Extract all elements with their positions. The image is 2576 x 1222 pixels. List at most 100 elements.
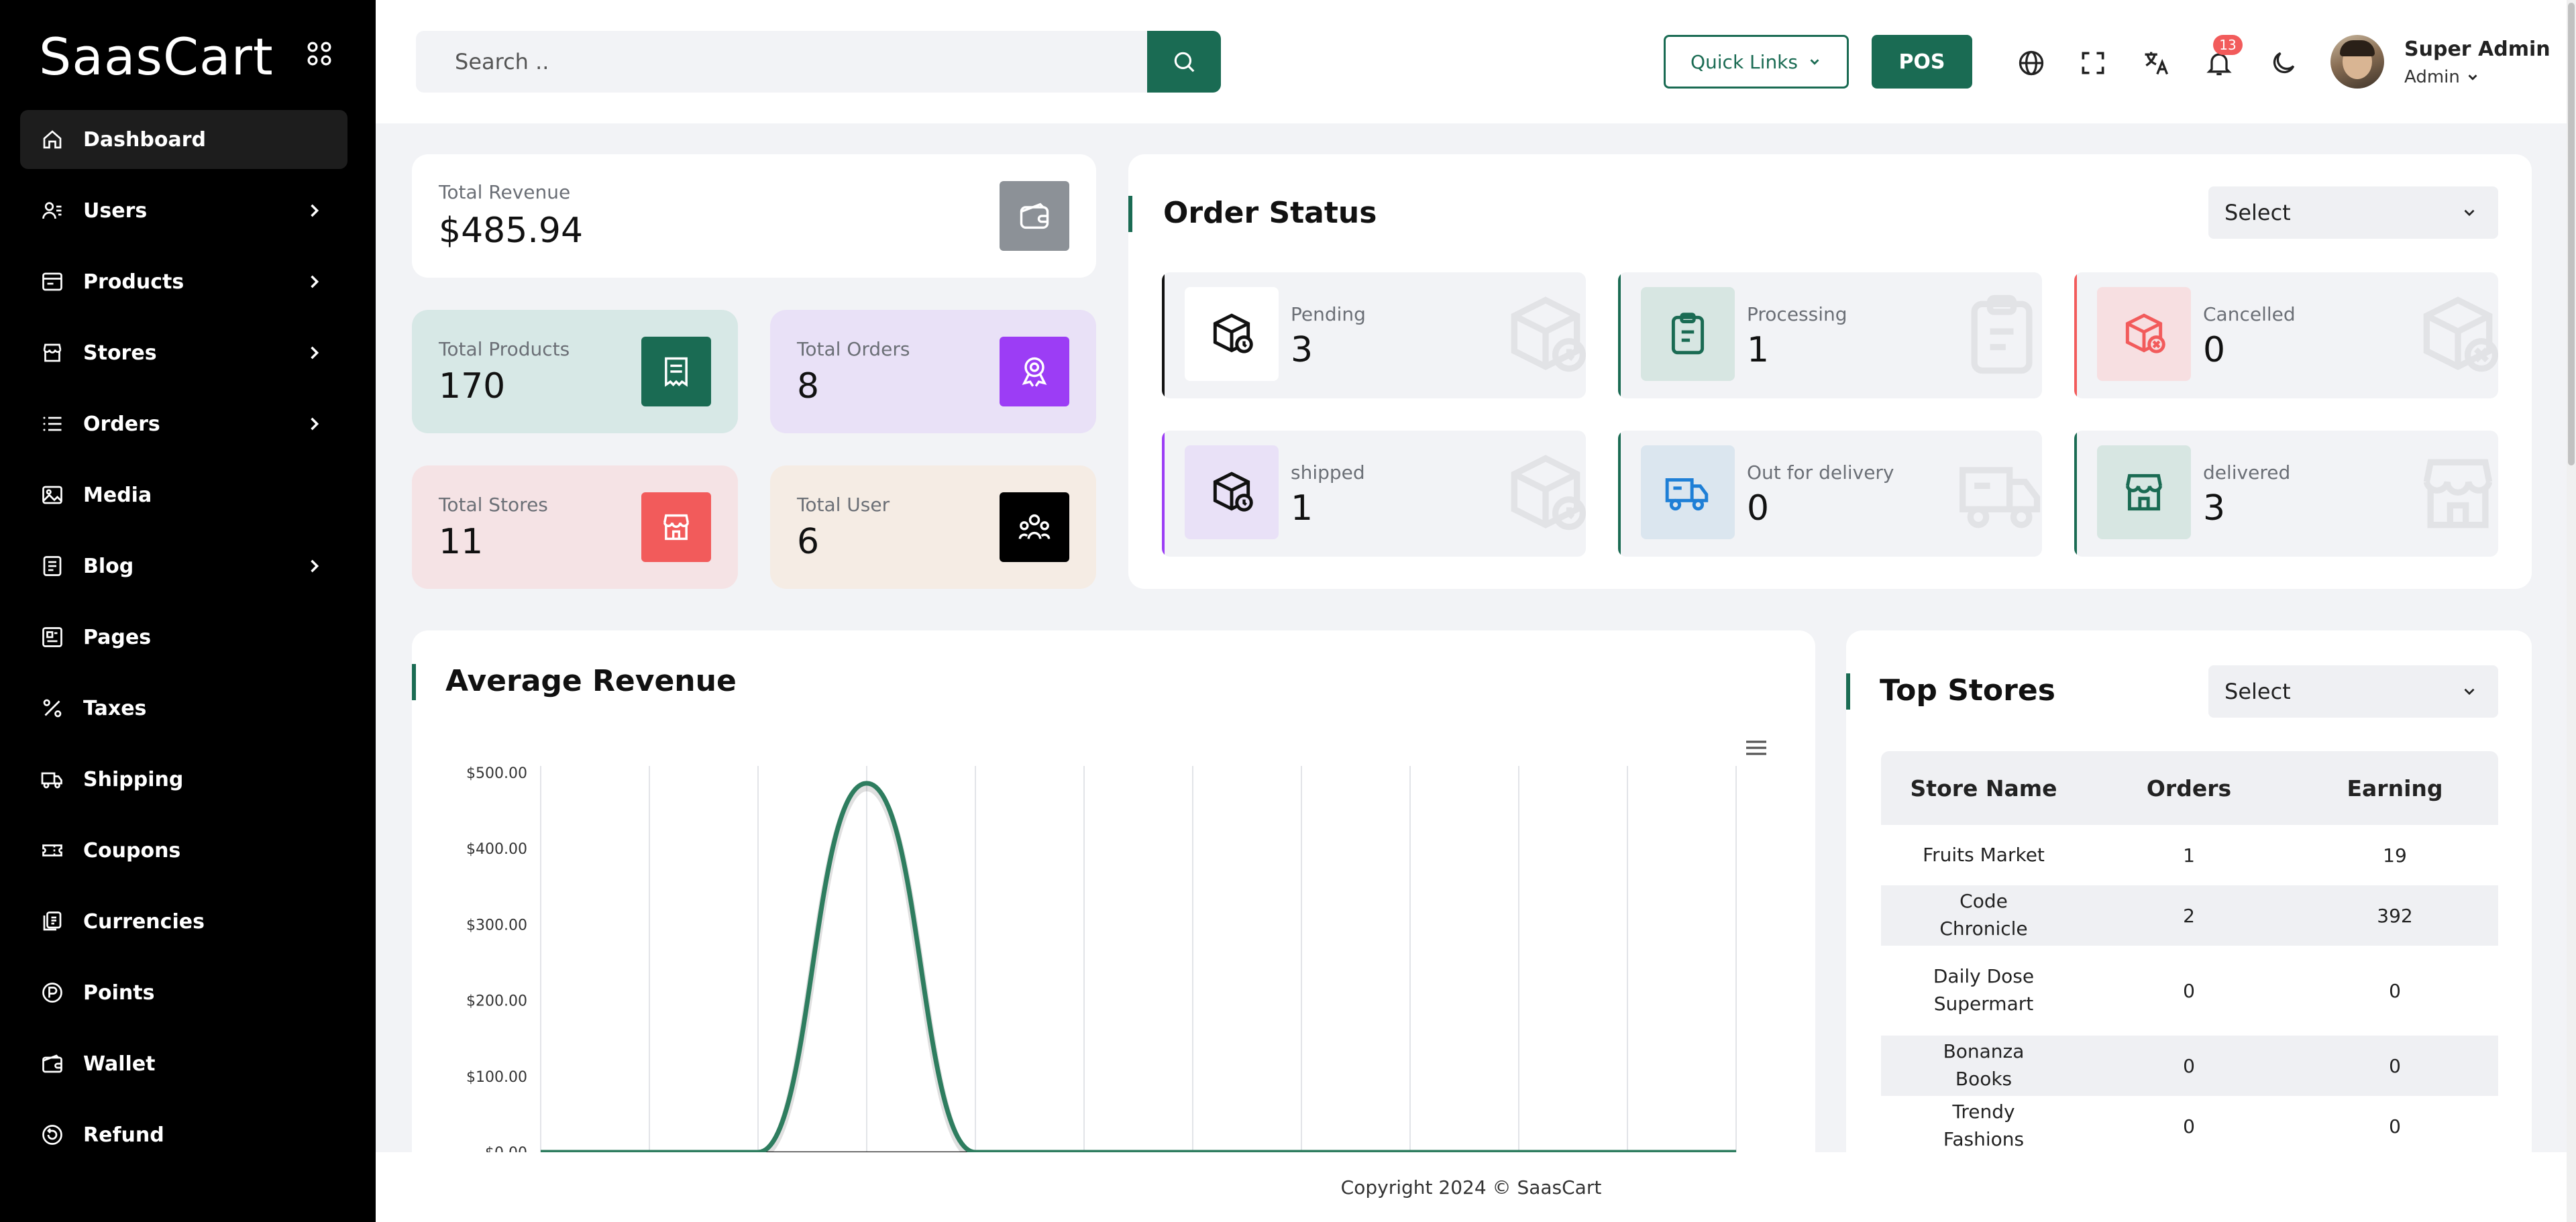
sidebar-item-label: Points [83,981,155,1005]
sidebar-nav: Dashboard Users Products Stores Orders Media B… [20,110,347,1176]
table-row[interactable]: Daily Dose Supermart 0 0 [1881,946,2498,1036]
delivery-truck-watermark-icon [1960,467,2041,529]
sidebar-item-users[interactable]: Users [20,181,347,240]
table-header: Store Name Orders Earning [1881,751,2498,825]
brand-logo[interactable]: SaasCart [39,27,274,87]
status-tile-pending[interactable]: Pending 3 [1162,272,1586,398]
sidebar-item-pages[interactable]: Pages [20,608,347,667]
tile-accent-bar [1162,431,1165,557]
sidebar-item-shipping[interactable]: Shipping [20,750,347,809]
sidebar-item-wallet[interactable]: Wallet [20,1034,347,1093]
order-status-select[interactable]: Select [2208,186,2498,239]
globe-icon[interactable] [2017,48,2046,78]
store-name-cell: Fruits Market [1923,843,2045,866]
sidebar-item-label: Wallet [83,1052,156,1076]
products-icon [42,272,62,291]
apps-grid-icon[interactable] [306,40,333,67]
notification-badge: 13 [2213,35,2243,55]
points-icon [42,983,62,1003]
avatar[interactable] [2330,35,2384,89]
store-name-cell: Daily Dose Supermart [1933,965,2035,1015]
quick-links-button[interactable]: Quick Links [1664,35,1849,89]
sidebar-item-label: Coupons [83,838,181,863]
fullscreen-icon[interactable] [2078,48,2108,78]
status-tile-processing[interactable]: Processing 1 [1618,272,2042,398]
stat-value: 11 [439,522,484,562]
users-group-icon [1000,492,1069,562]
pages-icon [42,627,62,647]
blog-icon [43,556,62,576]
user-role-dropdown[interactable]: Admin [2404,67,2480,87]
search-button[interactable] [1147,31,1221,93]
translate-icon[interactable] [2141,48,2171,78]
sidebar-item-label: Blog [83,554,134,578]
column-header-store-name[interactable]: Store Name [1910,775,2057,801]
column-header-orders[interactable]: Orders [2146,775,2232,801]
total-stores-card: Total Stores 11 [412,465,738,589]
order-status-title: Order Status [1163,196,1377,230]
status-tile-out-for-delivery[interactable]: Out for delivery 0 [1618,431,2042,557]
y-tick-label: $100.00 [466,1069,527,1086]
chevron-down-icon [2464,688,2475,696]
chevron-right-icon [311,417,319,431]
award-icon [1000,337,1069,406]
stat-value: 8 [797,366,820,406]
store-name-cell: Bonanza Books [1943,1040,2025,1090]
search-input[interactable] [416,31,1187,93]
sidebar-item-refund[interactable]: Refund [20,1105,347,1164]
sidebar-item-points[interactable]: Points [20,963,347,1022]
status-tile-shipped[interactable]: shipped 1 [1162,431,1586,557]
status-count: 0 [1747,488,1770,529]
table-row[interactable]: Bonanza Books 0 0 [1881,1036,2498,1096]
sidebar-item-label: Currencies [83,909,205,934]
sidebar-item-media[interactable]: Media [20,465,347,524]
earning-cell: 0 [2389,1054,2401,1077]
moon-icon[interactable] [2269,48,2298,78]
chevron-right-icon [311,275,319,288]
table-row[interactable]: Code Chronicle 2 392 [1881,885,2498,946]
table-row[interactable]: Fruits Market 1 19 [1881,825,2498,885]
status-count: 1 [1291,488,1313,529]
box-shipped-icon [1185,445,1279,539]
column-header-earning[interactable]: Earning [2347,775,2443,801]
table-row[interactable]: Trendy Fashions 0 0 [1881,1096,2498,1156]
earning-cell: 19 [2383,844,2407,867]
chevron-down-icon [1810,59,1819,65]
sidebar-item-coupons[interactable]: Coupons [20,821,347,880]
box-cancel-icon [2097,287,2191,381]
status-label: delivered [2203,461,2291,484]
status-tile-delivered[interactable]: delivered 3 [2074,431,2498,557]
title-accent-bar [1846,673,1850,710]
delivery-truck-icon [1641,445,1735,539]
revenue-series-line[interactable] [541,781,1736,1155]
status-count: 3 [1291,330,1313,370]
clipboard-icon [1641,287,1735,381]
stat-label: Total Revenue [439,181,571,203]
sidebar-item-taxes[interactable]: Taxes [20,679,347,738]
storefront-icon [2097,445,2191,539]
sidebar-item-orders[interactable]: Orders [20,394,347,453]
sidebar-item-label: Users [83,199,148,223]
storefront-watermark-icon [2423,459,2493,529]
currency-icon [43,911,62,931]
sidebar-item-products[interactable]: Products [20,252,347,311]
page-scrollbar[interactable] [2567,0,2576,1222]
footer: Copyright 2024 © SaasCart [376,1152,2567,1222]
quick-links-label: Quick Links [1690,50,1798,73]
image-icon [42,486,62,504]
series-line-shadow [541,783,1736,1160]
status-label: Out for delivery [1747,461,1894,484]
box-clock-watermark-icon [1511,296,1586,372]
chart-menu-icon[interactable] [1744,738,1768,758]
top-stores-select[interactable]: Select [2208,665,2498,718]
sidebar-item-stores[interactable]: Stores [20,323,347,382]
earning-cell: 0 [2389,979,2401,1002]
sidebar-item-dashboard[interactable]: Dashboard [20,110,347,169]
sidebar-item-currencies[interactable]: Currencies [20,892,347,951]
average-revenue-panel: Average Revenue $0.00$100.00$200.00$300.… [412,630,1815,1222]
sidebar-item-blog[interactable]: Blog [20,537,347,596]
status-tile-cancelled[interactable]: Cancelled 0 [2074,272,2498,398]
scrollbar-thumb[interactable] [2568,3,2575,465]
user-name[interactable]: Super Admin [2404,38,2551,61]
pos-button[interactable]: POS [1872,35,1972,89]
